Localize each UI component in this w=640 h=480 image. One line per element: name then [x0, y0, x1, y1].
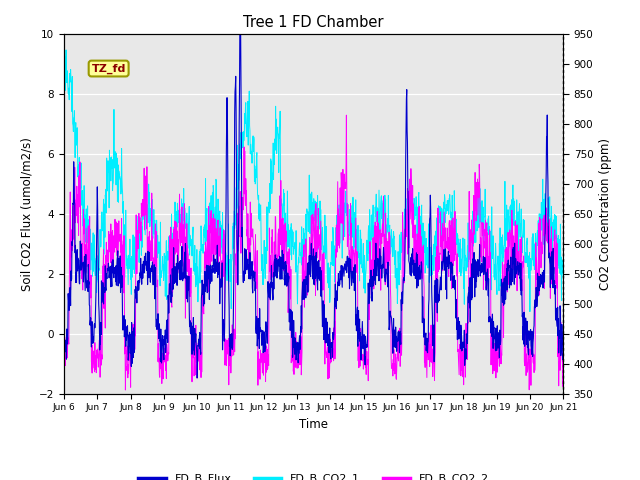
X-axis label: Time: Time: [299, 418, 328, 431]
Title: Tree 1 FD Chamber: Tree 1 FD Chamber: [243, 15, 384, 30]
Y-axis label: Soil CO2 Flux (umol/m2/s): Soil CO2 Flux (umol/m2/s): [20, 137, 33, 290]
Y-axis label: CO2 Concentration (ppm): CO2 Concentration (ppm): [599, 138, 612, 289]
Legend: FD_B_Flux, FD_B_CO2_1, FD_B_CO2_2: FD_B_Flux, FD_B_CO2_1, FD_B_CO2_2: [133, 469, 494, 480]
Text: TZ_fd: TZ_fd: [92, 63, 126, 73]
